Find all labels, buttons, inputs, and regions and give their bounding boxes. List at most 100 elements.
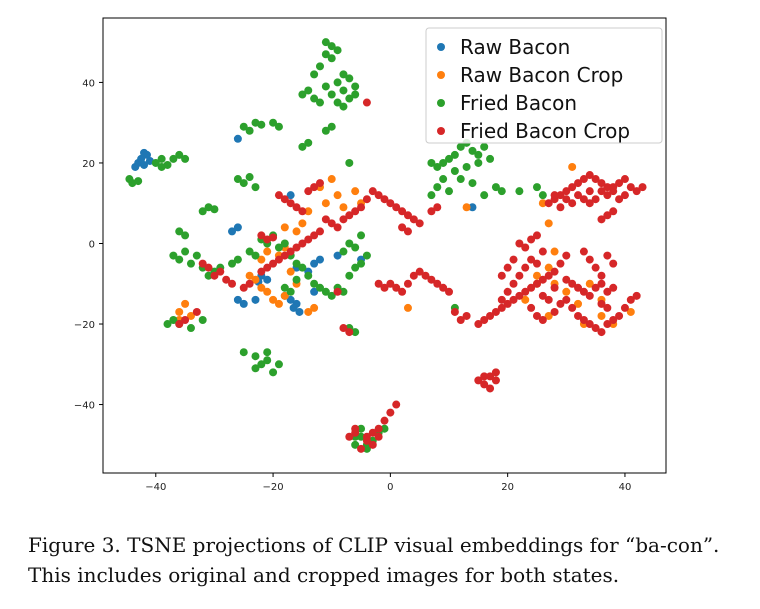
point-raw-bacon-crop [544, 219, 553, 228]
point-fried-bacon-crop [380, 416, 389, 425]
point-fried-bacon [380, 424, 389, 433]
point-raw-bacon-crop [292, 227, 301, 236]
point-fried-bacon-crop [568, 279, 577, 288]
point-fried-bacon-crop [398, 287, 407, 296]
point-raw-bacon-crop [597, 311, 606, 320]
point-fried-bacon [239, 122, 248, 131]
point-fried-bacon-crop [609, 183, 618, 192]
point-raw-bacon [286, 191, 295, 200]
point-fried-bacon-crop [480, 372, 489, 381]
point-fried-bacon-crop [609, 259, 618, 268]
point-fried-bacon-crop [538, 247, 547, 256]
point-fried-bacon-crop [345, 432, 354, 441]
point-fried-bacon-crop [374, 279, 383, 288]
point-fried-bacon [351, 82, 360, 91]
point-fried-bacon [315, 283, 324, 292]
point-fried-bacon [304, 86, 313, 95]
point-fried-bacon [445, 187, 454, 196]
point-fried-bacon [169, 154, 178, 163]
point-fried-bacon-crop [345, 328, 354, 337]
point-fried-bacon-crop [310, 183, 319, 192]
point-fried-bacon-crop [274, 255, 283, 264]
point-fried-bacon [333, 46, 342, 55]
point-fried-bacon-crop [274, 191, 283, 200]
point-fried-bacon-crop [245, 279, 254, 288]
legend-marker-raw-bacon [437, 43, 445, 51]
point-fried-bacon [175, 255, 184, 264]
point-fried-bacon-crop [609, 315, 618, 324]
point-fried-bacon [251, 364, 260, 373]
point-fried-bacon-crop [292, 243, 301, 252]
point-fried-bacon-crop [392, 400, 401, 409]
point-fried-bacon-crop [403, 279, 412, 288]
point-fried-bacon-crop [204, 263, 213, 272]
point-raw-bacon [228, 227, 237, 236]
point-fried-bacon-crop [615, 311, 624, 320]
point-fried-bacon [327, 42, 336, 51]
point-fried-bacon-crop [556, 259, 565, 268]
point-fried-bacon [274, 360, 283, 369]
point-fried-bacon-crop [503, 299, 512, 308]
point-fried-bacon [339, 86, 348, 95]
point-fried-bacon-crop [409, 271, 418, 280]
point-raw-bacon-crop [403, 303, 412, 312]
point-raw-bacon-crop [310, 303, 319, 312]
point-fried-bacon-crop [345, 211, 354, 220]
point-fried-bacon [345, 94, 354, 103]
point-fried-bacon-crop [597, 299, 606, 308]
point-fried-bacon-crop [603, 251, 612, 260]
point-fried-bacon-crop [591, 263, 600, 272]
point-raw-bacon [140, 160, 149, 169]
point-fried-bacon-crop [597, 187, 606, 196]
point-fried-bacon-crop [503, 263, 512, 272]
point-fried-bacon-crop [292, 203, 301, 212]
point-fried-bacon-crop [603, 320, 612, 329]
point-fried-bacon [333, 98, 342, 107]
point-fried-bacon-crop [339, 215, 348, 224]
point-fried-bacon-crop [597, 279, 606, 288]
point-fried-bacon-crop [333, 287, 342, 296]
point-fried-bacon [327, 90, 336, 99]
point-fried-bacon-crop [632, 291, 641, 300]
point-raw-bacon-crop [274, 299, 283, 308]
y-tick-label: −40 [74, 401, 95, 412]
point-raw-bacon-crop [269, 295, 278, 304]
point-fried-bacon-crop [351, 207, 360, 216]
legend-box [425, 27, 663, 144]
point-fried-bacon-crop [181, 315, 190, 324]
point-fried-bacon-crop [486, 311, 495, 320]
point-fried-bacon [351, 243, 360, 252]
point-fried-bacon-crop [374, 432, 383, 441]
point-fried-bacon-crop [527, 303, 536, 312]
point-raw-bacon-crop [251, 275, 260, 284]
point-fried-bacon [339, 247, 348, 256]
point-fried-bacon-crop [398, 207, 407, 216]
point-fried-bacon-crop [585, 255, 594, 264]
point-fried-bacon [456, 175, 465, 184]
point-fried-bacon-crop [380, 283, 389, 292]
point-raw-bacon [310, 259, 319, 268]
point-fried-bacon [198, 315, 207, 324]
point-fried-bacon-crop [386, 199, 395, 208]
point-fried-bacon-crop [556, 299, 565, 308]
point-fried-bacon [351, 90, 360, 99]
point-raw-bacon [315, 255, 324, 264]
point-fried-bacon-crop [579, 247, 588, 256]
point-fried-bacon-crop [585, 320, 594, 329]
point-fried-bacon [169, 315, 178, 324]
point-fried-bacon [345, 74, 354, 83]
point-raw-bacon-crop [286, 267, 295, 276]
point-fried-bacon-crop [357, 203, 366, 212]
point-fried-bacon-crop [521, 263, 530, 272]
point-fried-bacon-crop [527, 283, 536, 292]
point-fried-bacon [125, 175, 134, 184]
point-fried-bacon-crop [497, 271, 506, 280]
point-fried-bacon-crop [509, 279, 518, 288]
point-fried-bacon-crop [304, 235, 313, 244]
point-fried-bacon-crop [544, 199, 553, 208]
point-fried-bacon-crop [368, 440, 377, 449]
point-fried-bacon-crop [632, 187, 641, 196]
point-fried-bacon-crop [521, 287, 530, 296]
point-fried-bacon-crop [450, 307, 459, 316]
